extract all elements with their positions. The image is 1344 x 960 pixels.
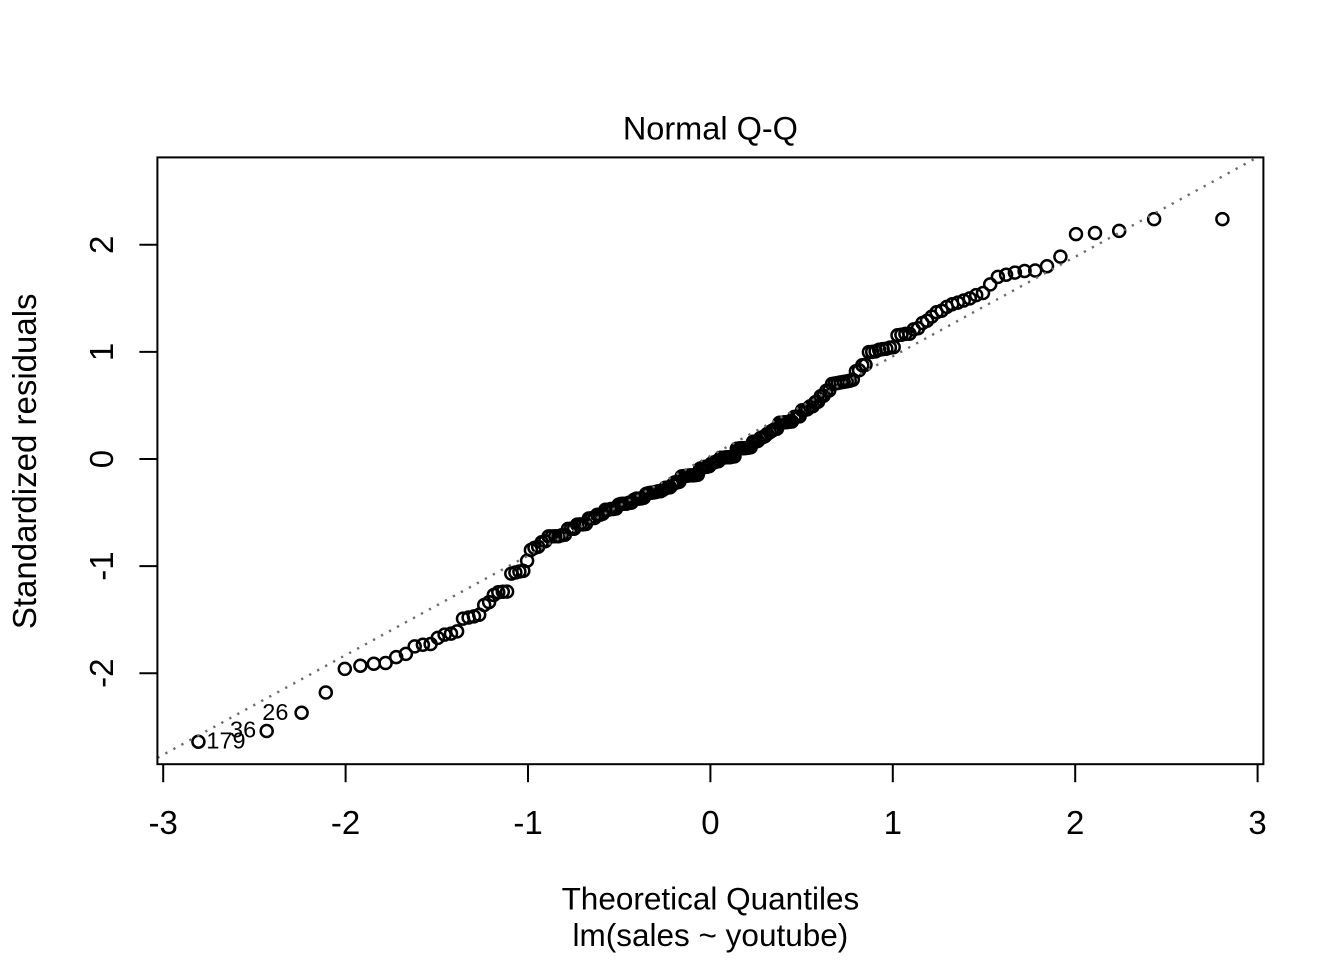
svg-text:-1: -1	[83, 551, 120, 580]
svg-text:-3: -3	[149, 804, 178, 841]
svg-text:-2: -2	[331, 804, 360, 841]
svg-text:-2: -2	[83, 659, 120, 688]
svg-text:Normal Q-Q: Normal Q-Q	[623, 111, 798, 147]
svg-text:36: 36	[230, 717, 256, 743]
svg-text:lm(sales ~ youtube): lm(sales ~ youtube)	[573, 917, 849, 953]
svg-text:179: 179	[206, 728, 245, 754]
svg-text:1: 1	[83, 343, 120, 361]
svg-text:-1: -1	[513, 804, 542, 841]
svg-text:1: 1	[884, 804, 902, 841]
svg-text:Standardized residuals: Standardized residuals	[6, 293, 43, 629]
svg-text:26: 26	[262, 699, 288, 725]
svg-text:2: 2	[1066, 804, 1084, 841]
svg-text:0: 0	[701, 804, 719, 841]
svg-text:3: 3	[1248, 804, 1266, 841]
svg-text:Theoretical Quantiles: Theoretical Quantiles	[562, 881, 860, 917]
svg-text:2: 2	[83, 236, 120, 254]
svg-text:0: 0	[83, 450, 120, 468]
